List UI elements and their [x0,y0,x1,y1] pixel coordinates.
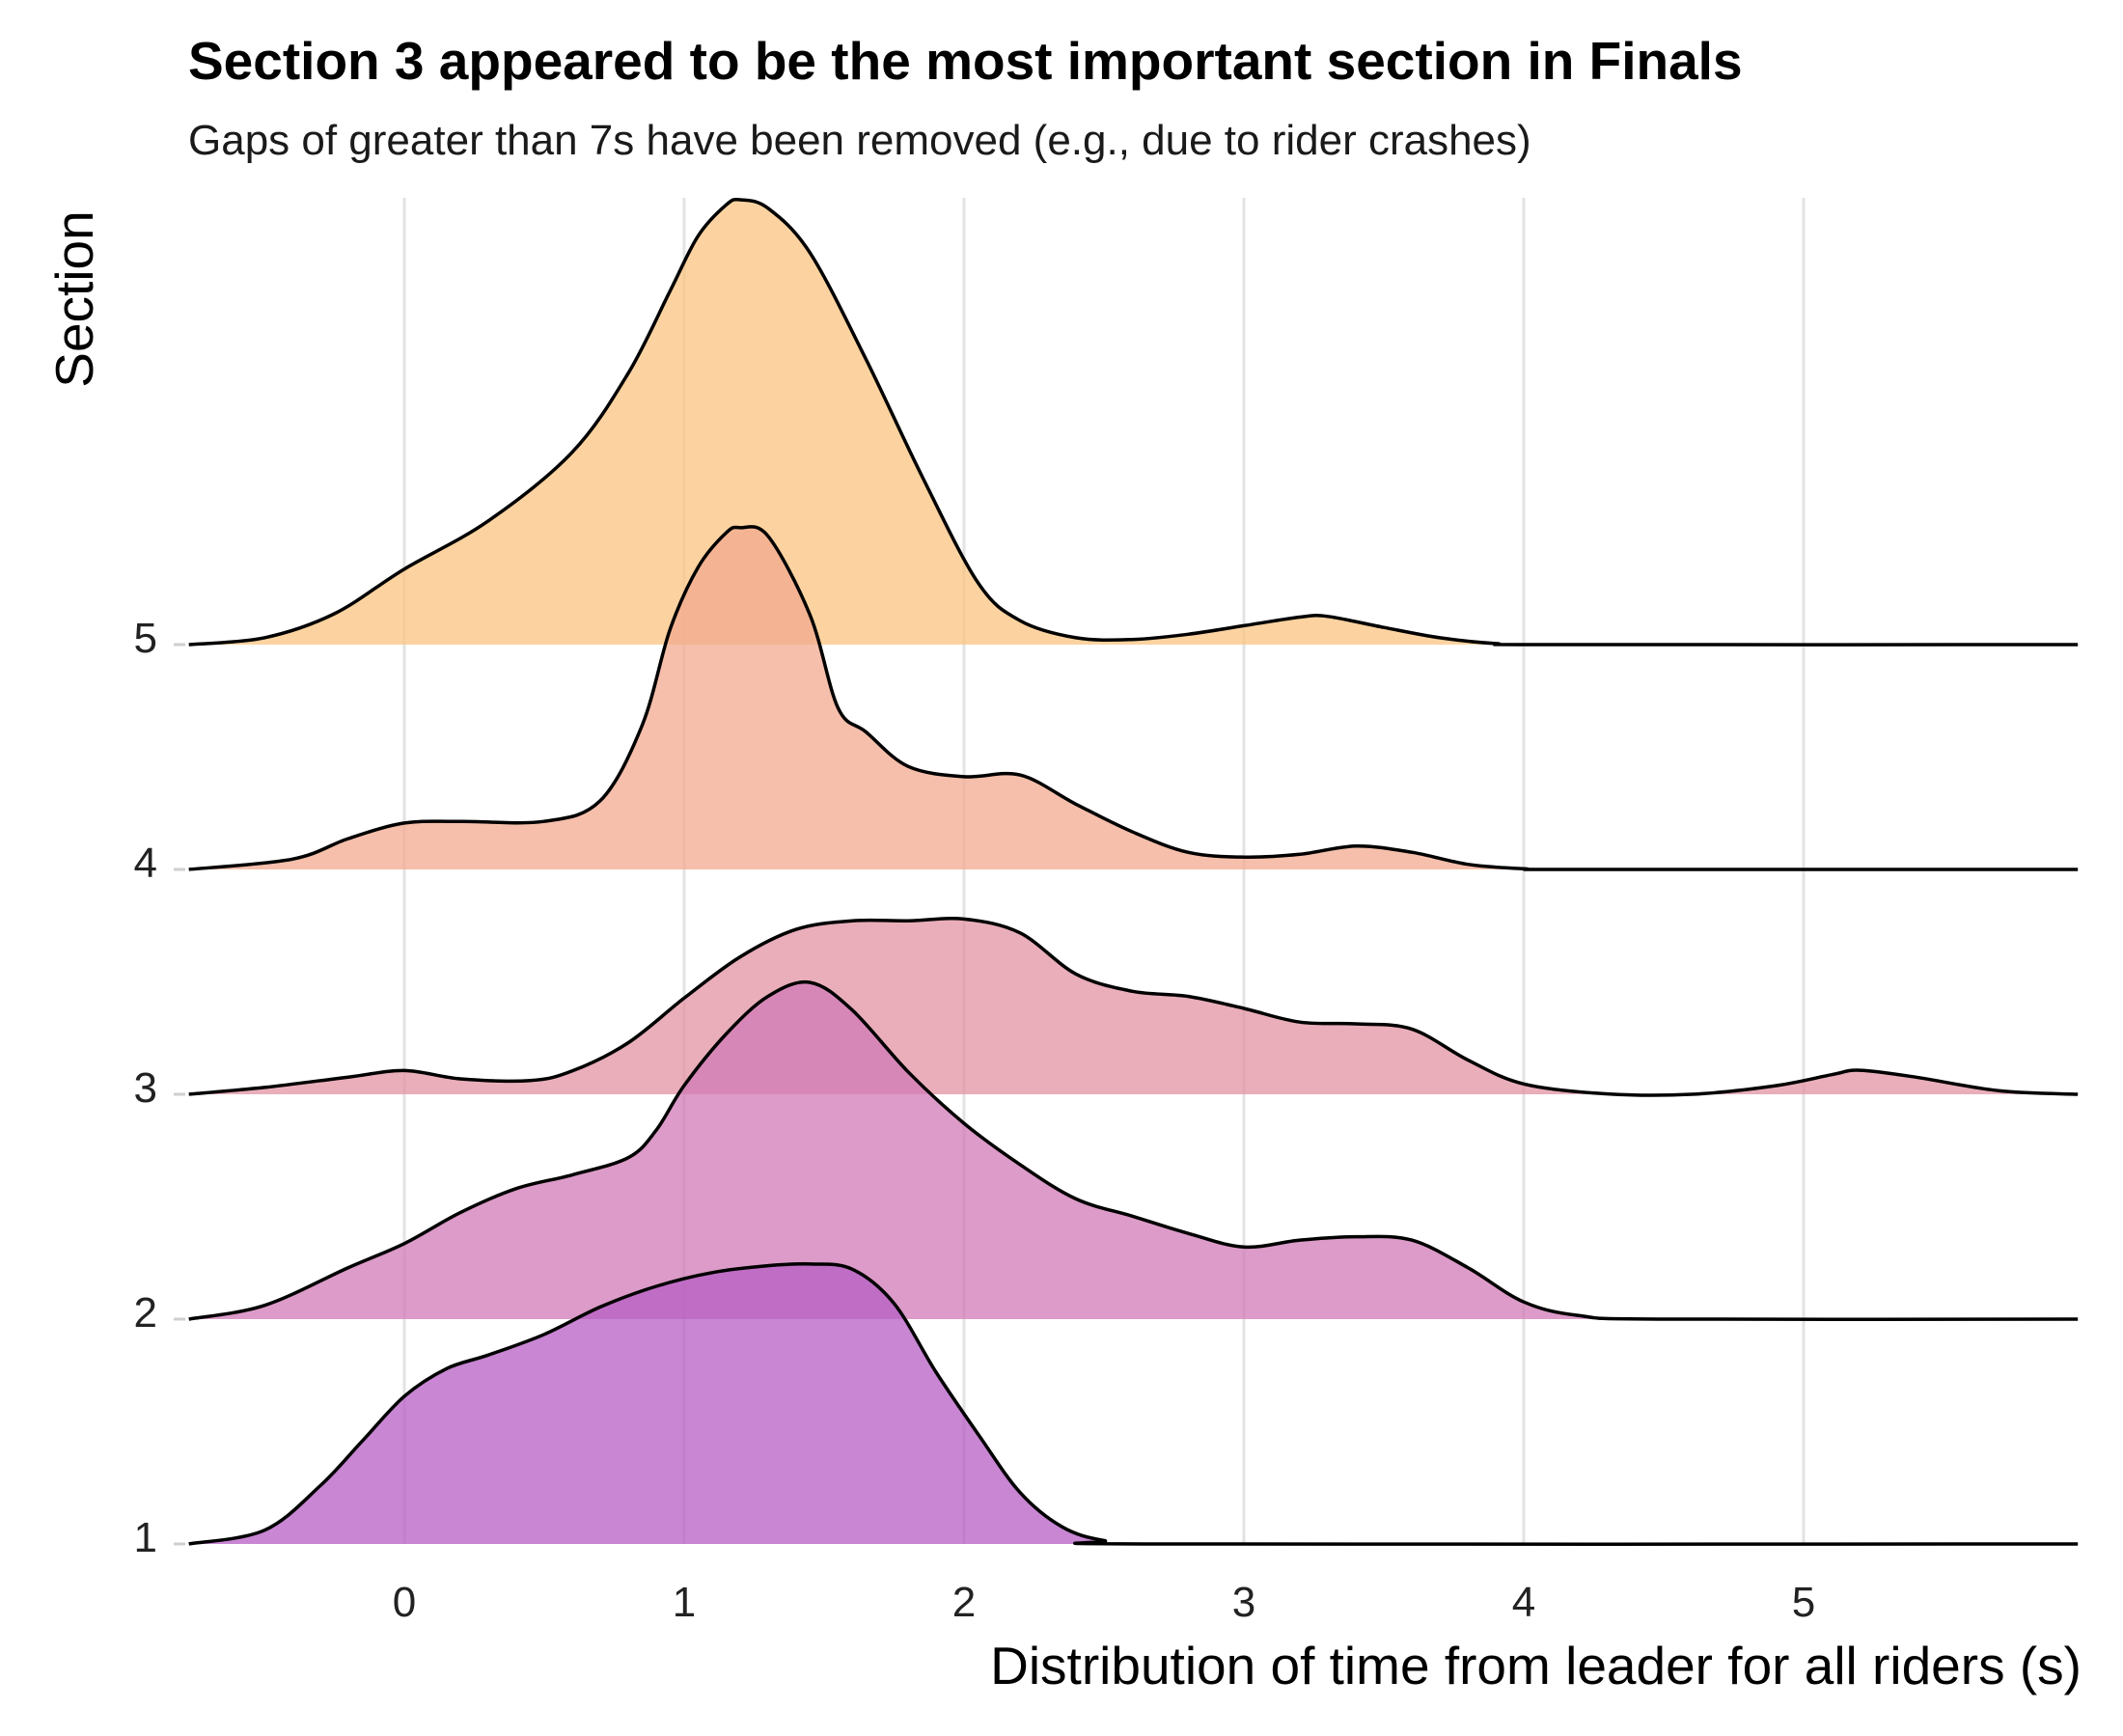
x-tick-label: 5 [1792,1579,1815,1626]
y-tick-label: 1 [134,1514,157,1561]
y-tick-labels: 1 2 3 4 5 [134,615,185,1561]
x-tick-label: 0 [393,1579,416,1626]
y-tick-label: 5 [134,615,157,662]
x-tick-label: 4 [1512,1579,1535,1626]
ridges [188,197,2079,1547]
x-tick-label: 1 [673,1579,696,1626]
chart-subtitle: Gaps of greater than 7s have been remove… [188,117,1531,164]
ridge-area-section-4 [188,526,2079,870]
x-axis-title: Distribution of time from leader for all… [990,1636,2082,1695]
ridge-line-section-1 [188,1261,2079,1547]
ridge-area-section-5 [188,199,2079,646]
y-axis-title: Section [44,210,104,387]
ridge-line-section-3 [188,917,2079,1097]
y-tick-label: 3 [134,1064,157,1112]
chart-title: Section 3 appeared to be the most import… [188,31,1743,91]
x-tick-label: 2 [952,1579,976,1626]
y-tick-label: 2 [134,1289,157,1336]
x-tick-labels: 0 1 2 3 4 5 [393,1579,1815,1626]
ridge-line-section-4 [188,525,2079,871]
ridge-area-section-1 [188,1263,2079,1545]
ridge-line-section-5 [188,197,2079,647]
y-tick-label: 4 [134,840,157,887]
ridge-line-section-2 [188,979,2079,1322]
x-tick-label: 3 [1232,1579,1255,1626]
ridge-area-section-2 [188,981,2079,1320]
ridge-area-section-3 [188,918,2079,1096]
